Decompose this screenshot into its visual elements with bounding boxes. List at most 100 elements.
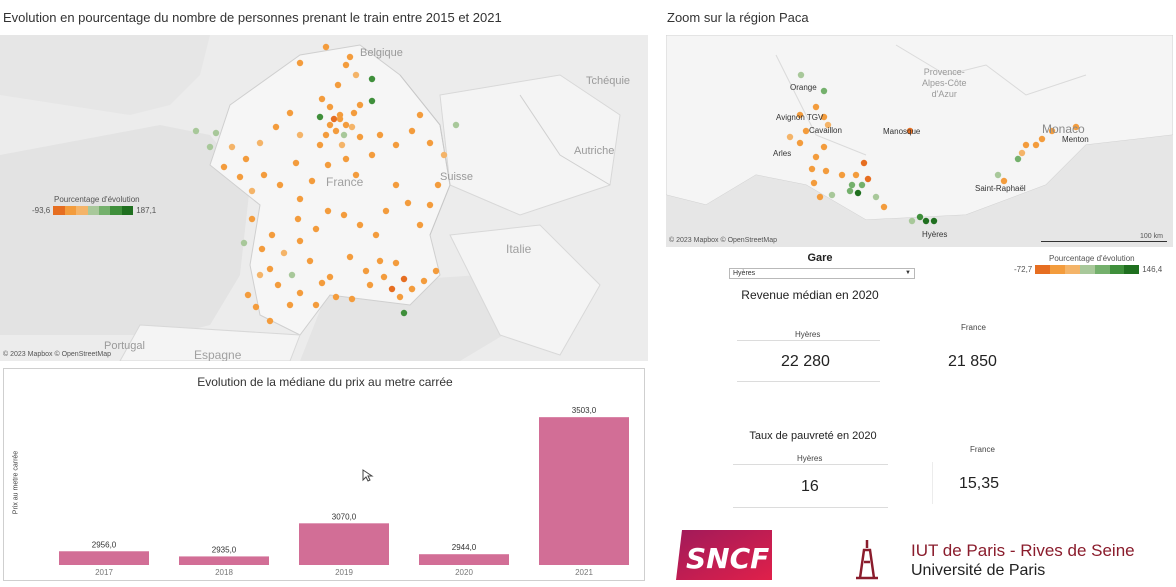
- station-select[interactable]: Hyères ▼: [729, 268, 915, 279]
- station-dot[interactable]: [846, 187, 854, 195]
- station-dot[interactable]: [296, 131, 304, 139]
- paca-map[interactable]: Provence- Alpes-Côte d'Azur Orange Avign…: [666, 35, 1173, 247]
- station-dot[interactable]: [822, 167, 830, 175]
- station-dot[interactable]: [416, 111, 424, 119]
- station-dot[interactable]: [352, 171, 360, 179]
- right-map-attribution[interactable]: © 2023 Mapbox © OpenStreetMap: [669, 237, 777, 244]
- station-dot[interactable]: [400, 309, 408, 317]
- bar-2019[interactable]: [299, 523, 389, 565]
- station-dot[interactable]: [796, 139, 804, 147]
- station-dot[interactable]: [408, 127, 416, 135]
- station-dot[interactable]: [296, 237, 304, 245]
- station-dot[interactable]: [432, 267, 440, 275]
- station-dot[interactable]: [1072, 123, 1080, 131]
- station-dot[interactable]: [220, 163, 228, 171]
- station-dot[interactable]: [356, 101, 364, 109]
- station-dot[interactable]: [400, 275, 408, 283]
- station-dot[interactable]: [802, 127, 810, 135]
- station-dot[interactable]: [236, 173, 244, 181]
- station-dot[interactable]: [864, 175, 872, 183]
- station-dot[interactable]: [930, 217, 938, 225]
- station-dot[interactable]: [346, 53, 354, 61]
- station-dot[interactable]: [322, 131, 330, 139]
- station-dot[interactable]: [274, 281, 282, 289]
- station-dot[interactable]: [812, 103, 820, 111]
- station-dot[interactable]: [376, 257, 384, 265]
- station-dot[interactable]: [244, 291, 252, 299]
- station-dot[interactable]: [906, 127, 914, 135]
- station-dot[interactable]: [286, 301, 294, 309]
- station-dot[interactable]: [872, 193, 880, 201]
- station-dot[interactable]: [416, 221, 424, 229]
- station-dot[interactable]: [404, 199, 412, 207]
- station-dot[interactable]: [362, 267, 370, 275]
- station-dot[interactable]: [824, 121, 832, 129]
- station-dot[interactable]: [326, 273, 334, 281]
- station-dot[interactable]: [334, 81, 342, 89]
- station-dot[interactable]: [838, 171, 846, 179]
- station-dot[interactable]: [420, 277, 428, 285]
- station-dot[interactable]: [248, 187, 256, 195]
- station-dot[interactable]: [326, 121, 334, 129]
- station-dot[interactable]: [312, 225, 320, 233]
- station-dot[interactable]: [426, 139, 434, 147]
- station-dot[interactable]: [808, 165, 816, 173]
- station-dot[interactable]: [434, 181, 442, 189]
- station-dot[interactable]: [376, 131, 384, 139]
- station-dot[interactable]: [396, 293, 404, 301]
- station-dot[interactable]: [366, 281, 374, 289]
- station-dot[interactable]: [342, 155, 350, 163]
- station-dot[interactable]: [332, 293, 340, 301]
- france-map[interactable]: Belgique Tchéquie France Suisse Autriche…: [0, 35, 648, 361]
- station-dot[interactable]: [852, 171, 860, 179]
- station-dot[interactable]: [338, 141, 346, 149]
- station-dot[interactable]: [828, 191, 836, 199]
- station-dot[interactable]: [350, 109, 358, 117]
- bar-2017[interactable]: [59, 551, 149, 565]
- station-dot[interactable]: [248, 215, 256, 223]
- station-dot[interactable]: [812, 153, 820, 161]
- station-dot[interactable]: [1032, 141, 1040, 149]
- station-dot[interactable]: [1000, 177, 1008, 185]
- station-dot[interactable]: [796, 111, 804, 119]
- station-dot[interactable]: [1038, 135, 1046, 143]
- chevron-down-icon[interactable]: ▼: [905, 270, 911, 276]
- station-dot[interactable]: [426, 201, 434, 209]
- station-dot[interactable]: [380, 273, 388, 281]
- station-dot[interactable]: [336, 115, 344, 123]
- station-dot[interactable]: [1022, 141, 1030, 149]
- station-dot[interactable]: [266, 317, 274, 325]
- station-dot[interactable]: [240, 239, 248, 247]
- station-dot[interactable]: [276, 181, 284, 189]
- station-dot[interactable]: [848, 181, 856, 189]
- station-dot[interactable]: [322, 43, 330, 51]
- station-dot[interactable]: [318, 95, 326, 103]
- station-dot[interactable]: [318, 279, 326, 287]
- station-dot[interactable]: [256, 139, 264, 147]
- station-dot[interactable]: [392, 141, 400, 149]
- station-dot[interactable]: [280, 249, 288, 257]
- station-dot[interactable]: [820, 113, 828, 121]
- station-dot[interactable]: [342, 121, 350, 129]
- station-dot[interactable]: [252, 303, 260, 311]
- station-dot[interactable]: [286, 109, 294, 117]
- station-dot[interactable]: [340, 131, 348, 139]
- station-dot[interactable]: [346, 253, 354, 261]
- station-dot[interactable]: [880, 203, 888, 211]
- station-dot[interactable]: [797, 71, 805, 79]
- station-dot[interactable]: [348, 295, 356, 303]
- station-dot[interactable]: [352, 71, 360, 79]
- station-dot[interactable]: [356, 133, 364, 141]
- station-dot[interactable]: [292, 159, 300, 167]
- station-dot[interactable]: [820, 87, 828, 95]
- station-dot[interactable]: [206, 143, 214, 151]
- station-dot[interactable]: [348, 123, 356, 131]
- station-dot[interactable]: [340, 211, 348, 219]
- station-dot[interactable]: [332, 127, 340, 135]
- station-dot[interactable]: [326, 103, 334, 111]
- station-dot[interactable]: [858, 181, 866, 189]
- station-dot[interactable]: [994, 171, 1002, 179]
- station-dot[interactable]: [922, 217, 930, 225]
- station-dot[interactable]: [268, 231, 276, 239]
- station-dot[interactable]: [288, 271, 296, 279]
